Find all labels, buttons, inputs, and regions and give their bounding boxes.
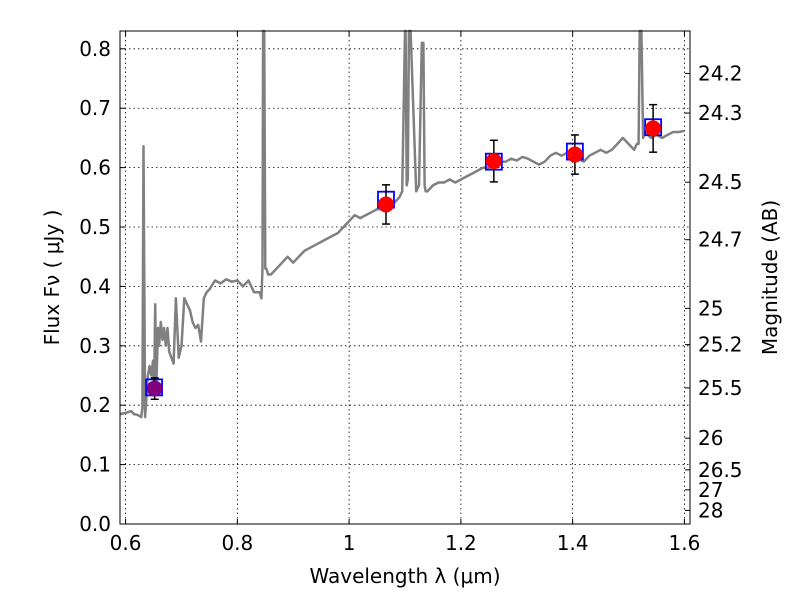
x-tick-label: 1.2: [445, 531, 477, 555]
y-tick-label: 0.1: [79, 453, 111, 477]
y-tick-label: 0.2: [79, 393, 111, 417]
mag-tick-label: 24.3: [698, 101, 743, 125]
mag-tick-label: 25.5: [698, 376, 743, 400]
right-axis-label: Magnitude (AB): [758, 200, 782, 355]
mag-tick-label: 24.7: [698, 228, 743, 252]
y-tick-label: 0.3: [79, 334, 111, 358]
x-tick-label: 1: [343, 531, 356, 555]
observed-point: [566, 146, 583, 163]
observed-point: [378, 196, 394, 213]
mag-tick-label: 25: [698, 296, 723, 320]
plot-frame: [119, 30, 691, 525]
photometry-points: [145, 103, 663, 401]
mag-tick-label: 26.5: [698, 458, 743, 482]
y-tick-label: 0.8: [79, 37, 111, 61]
x-tick-label: 0.6: [110, 531, 142, 555]
mag-tick-label: 28: [698, 498, 723, 522]
y-axis-label: Flux Fν ( μJy ): [40, 210, 64, 346]
model-spectrum: [119, 29, 685, 419]
x-tick-label: 0.8: [221, 531, 253, 555]
observed-point: [645, 120, 662, 137]
x-tick-label: 1.4: [557, 531, 589, 555]
y-tick-label: 0.0: [79, 512, 111, 536]
y-tick-label: 0.5: [79, 215, 111, 239]
mag-tick-label: 27: [698, 478, 723, 502]
y-tick-label: 0.6: [79, 156, 111, 180]
axis-ticks: 0.6 0.8 1 1.2 1.4 1.6 0.0 0.1 0.2 0.3 0.4 0.5 0.6 0.7…: [79, 31, 743, 555]
x-tick-label: 1.6: [669, 531, 701, 555]
y-tick-label: 0.7: [79, 96, 111, 120]
mag-tick-label: 25.2: [698, 333, 743, 357]
x-axis-label: Wavelength λ (μm): [309, 564, 500, 588]
observed-point: [485, 153, 502, 170]
model-spectrum-line: [119, 29, 685, 419]
y-tick-label: 0.4: [79, 274, 111, 298]
mag-tick-label: 24.2: [698, 61, 743, 85]
observed-point: [146, 380, 163, 397]
mag-tick-label: 26: [698, 426, 723, 450]
mag-tick-label: 24.5: [698, 170, 743, 194]
